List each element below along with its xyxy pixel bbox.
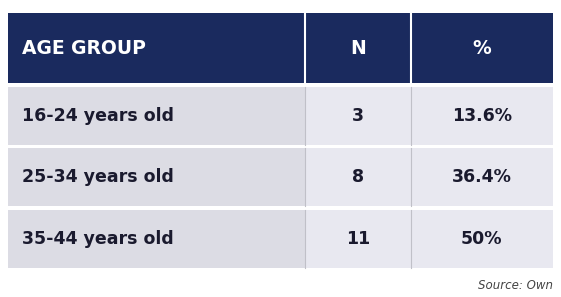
Text: 50%: 50% bbox=[461, 230, 503, 248]
Text: 11: 11 bbox=[346, 230, 370, 248]
FancyBboxPatch shape bbox=[8, 87, 305, 145]
Text: 8: 8 bbox=[352, 168, 364, 186]
FancyBboxPatch shape bbox=[305, 148, 411, 206]
FancyBboxPatch shape bbox=[411, 87, 553, 145]
Text: 35-44 years old: 35-44 years old bbox=[22, 230, 174, 248]
FancyBboxPatch shape bbox=[305, 87, 411, 145]
Text: %: % bbox=[472, 39, 491, 58]
Text: 36.4%: 36.4% bbox=[452, 168, 512, 186]
FancyBboxPatch shape bbox=[8, 210, 305, 268]
FancyBboxPatch shape bbox=[411, 148, 553, 206]
FancyBboxPatch shape bbox=[411, 210, 553, 268]
Text: AGE GROUP: AGE GROUP bbox=[22, 39, 146, 58]
Text: N: N bbox=[350, 39, 366, 58]
FancyBboxPatch shape bbox=[8, 148, 305, 206]
Text: 25-34 years old: 25-34 years old bbox=[22, 168, 174, 186]
Text: 16-24 years old: 16-24 years old bbox=[22, 107, 174, 125]
FancyBboxPatch shape bbox=[305, 210, 411, 268]
Text: 3: 3 bbox=[352, 107, 364, 125]
FancyBboxPatch shape bbox=[8, 13, 553, 83]
Text: 13.6%: 13.6% bbox=[452, 107, 512, 125]
Text: Source: Own: Source: Own bbox=[477, 279, 553, 293]
